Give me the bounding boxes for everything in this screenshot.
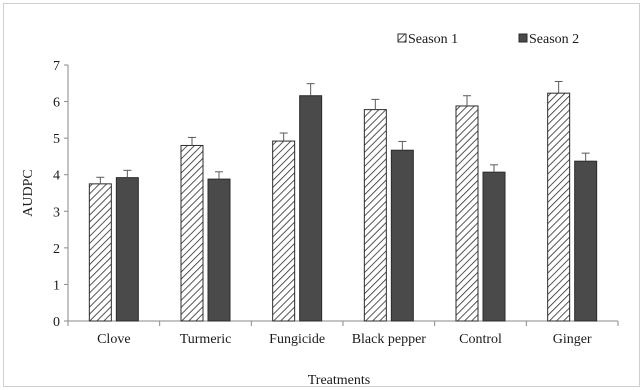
error-bar — [581, 152, 590, 162]
error-bar — [96, 176, 105, 184]
y-tick-label: 1 — [53, 278, 60, 293]
bars — [88, 92, 598, 322]
x-tick-label: Clove — [97, 332, 130, 347]
error-bar — [215, 171, 223, 180]
x-tick-label: Black pepper — [352, 332, 427, 347]
bar-season-1 — [547, 92, 571, 322]
x-tick-label: Turmeric — [180, 332, 232, 347]
bar-season-2 — [574, 160, 598, 322]
error-bar — [123, 169, 132, 178]
legend-item: Season 1 — [397, 32, 458, 47]
x-tick-label: Control — [459, 332, 502, 347]
axes: 0 1 2 3 4 5 6 7 Clove Turmeric Fungicide Black pepp… — [53, 59, 619, 347]
bar-season-2 — [482, 171, 506, 322]
bar-season-2 — [299, 95, 323, 322]
legend: Season 1 Season 2 — [397, 32, 579, 47]
bar-season-2 — [390, 149, 414, 322]
y-axis-label: AUDPC — [21, 169, 36, 216]
y-tick-label: 0 — [53, 315, 60, 330]
bar-season-1 — [272, 140, 296, 322]
legend-label: Season 1 — [408, 32, 458, 47]
error-bar — [279, 132, 288, 142]
bar-season-1 — [455, 105, 479, 322]
y-tick-label: 5 — [53, 132, 60, 147]
error-bar — [463, 95, 471, 106]
error-bar — [398, 140, 407, 151]
y-tick-label: 7 — [53, 59, 60, 74]
bar-season-2 — [115, 177, 139, 322]
error-bar — [188, 136, 196, 146]
x-tick-label: Fungicide — [269, 332, 325, 347]
legend-label: Season 2 — [529, 32, 579, 47]
error-bar — [554, 80, 563, 94]
y-tick-label: 6 — [53, 96, 60, 111]
legend-swatch — [397, 33, 407, 43]
x-tick-label: Ginger — [553, 332, 592, 347]
error-bar — [371, 98, 380, 110]
x-axis-label: Treatments — [308, 373, 370, 388]
bar-season-1 — [88, 183, 112, 322]
error-bar — [306, 83, 315, 96]
y-tick-label: 2 — [53, 242, 60, 257]
bar-season-2 — [207, 178, 231, 322]
legend-item: Season 2 — [518, 32, 579, 47]
legend-swatch — [518, 33, 528, 43]
bar-season-1 — [363, 109, 387, 322]
error-bar — [490, 164, 498, 173]
error-bars — [96, 80, 590, 184]
y-tick-label: 3 — [53, 205, 60, 220]
y-tick-label: 4 — [53, 169, 60, 184]
bar-season-1 — [180, 144, 204, 322]
